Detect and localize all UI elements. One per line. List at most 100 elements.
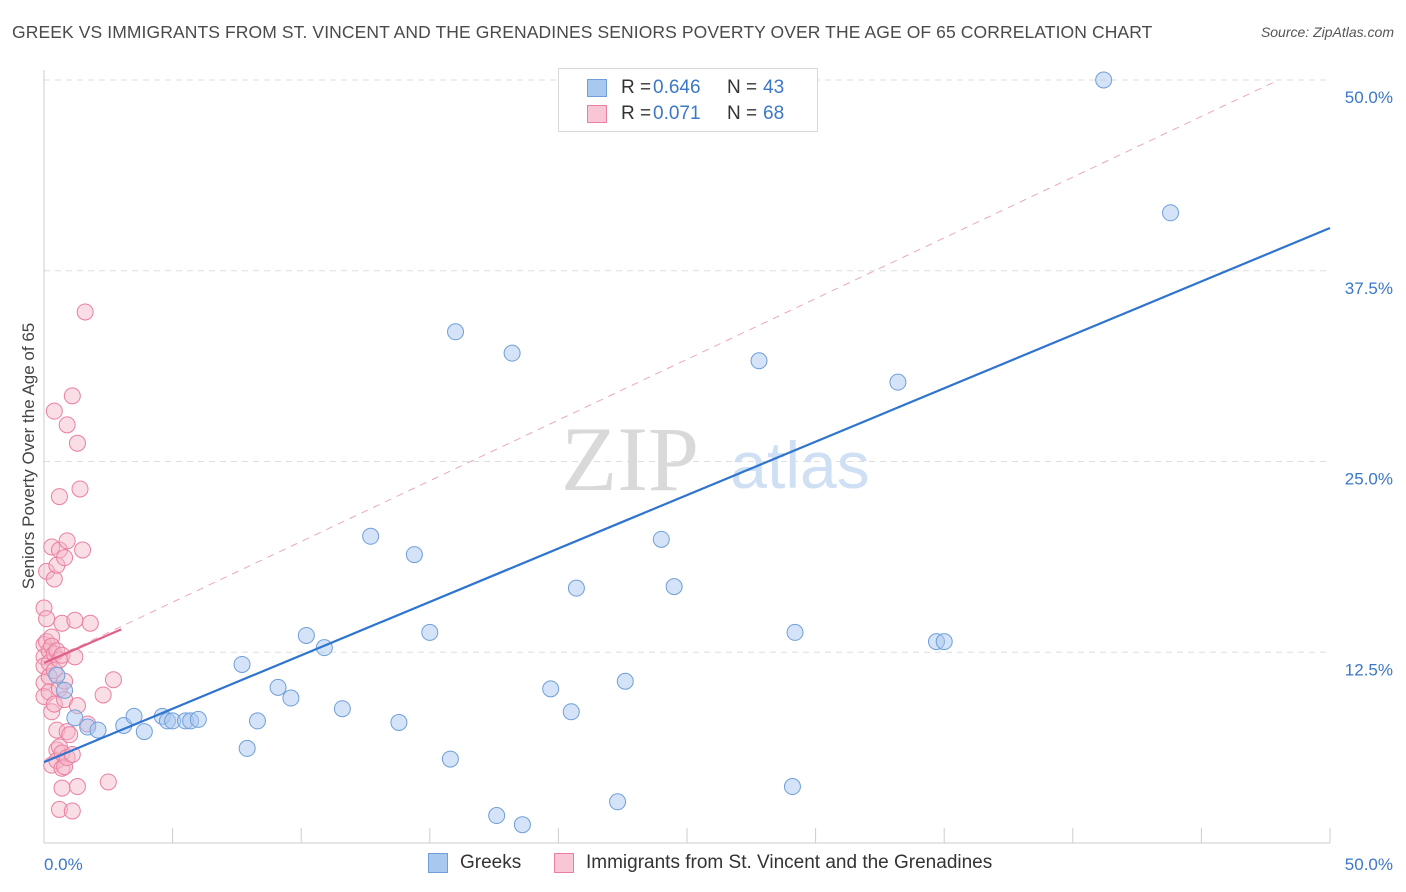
watermark-atlas: atlas xyxy=(730,428,869,502)
immigrants-point xyxy=(94,686,112,704)
immigrants-trend-line xyxy=(43,628,122,664)
legend-row-greeks: R = 0.646 N = 43 xyxy=(559,76,784,100)
greeks-point xyxy=(333,700,351,718)
greeks-point xyxy=(421,623,439,641)
x-tick-label: 0.0% xyxy=(44,855,83,874)
immigrants-point xyxy=(58,416,76,434)
immigrants-point xyxy=(56,549,74,567)
greeks-point xyxy=(282,689,300,707)
greeks-point xyxy=(238,739,256,757)
greeks-point xyxy=(297,626,315,644)
greeks-point xyxy=(48,666,66,684)
greeks-point xyxy=(135,723,153,741)
immigrants-point xyxy=(66,611,84,629)
greeks-point xyxy=(405,546,423,564)
y-axis-label: Seniors Poverty Over the Age of 65 xyxy=(19,323,38,589)
tick-labels: 12.5% 25.0% 37.5% 50.0% 0.0% 50.0% xyxy=(44,88,1393,874)
greeks-point xyxy=(233,655,251,673)
immigrants-point xyxy=(35,599,53,617)
greeks-point xyxy=(390,713,408,731)
greeks-point xyxy=(542,680,560,698)
greeks-point xyxy=(750,352,768,370)
legend-row-immigrants: R = 0.071 N = 68 xyxy=(559,102,784,126)
immigrants-point xyxy=(74,541,92,559)
trend-lines xyxy=(43,79,1279,664)
chart-source: Source: ZipAtlas.com xyxy=(1260,24,1394,40)
watermark: ZIP atlas xyxy=(561,408,870,510)
greeks-point xyxy=(488,807,506,825)
greeks-point xyxy=(89,721,107,739)
y-tick-label: 50.0% xyxy=(1345,88,1393,107)
legend-r-label: R = xyxy=(621,103,652,124)
greeks-point xyxy=(1162,204,1180,222)
greeks-point xyxy=(248,712,266,730)
immigrants-point xyxy=(58,532,76,550)
legend-swatch-greeks xyxy=(587,79,607,97)
greeks-point xyxy=(56,681,74,699)
greeks-point xyxy=(665,578,683,596)
legend-n-label: N = xyxy=(727,77,758,98)
greeks-trend-line xyxy=(43,227,1331,764)
immigrants-point xyxy=(45,570,63,588)
greeks-point xyxy=(616,672,634,690)
immigrants-point xyxy=(81,614,99,632)
legend-swatch-greeks xyxy=(428,853,448,873)
legend-item-immigrants: Immigrants from St. Vincent and the Gren… xyxy=(554,852,992,874)
legend-swatch-immigrants xyxy=(554,853,574,873)
watermark-zip: ZIP xyxy=(561,408,699,510)
legend-swatch-immigrants xyxy=(587,105,607,123)
greeks-point xyxy=(562,703,580,721)
immigrants-point xyxy=(38,610,56,628)
greeks-point xyxy=(503,344,521,362)
immigrants-point xyxy=(45,402,63,420)
correlation-legend: R = 0.646 N = 43 R = 0.071 N = 68 xyxy=(558,68,818,132)
greeks-point xyxy=(269,678,287,696)
series-legend: Greeks Immigrants from St. Vincent and t… xyxy=(0,852,1406,876)
greeks-point xyxy=(567,579,585,597)
y-tick-label: 12.5% xyxy=(1345,660,1393,679)
immigrants-point xyxy=(63,387,81,405)
greeks-point xyxy=(935,633,953,651)
immigrants-point xyxy=(50,800,68,818)
immigrants-point xyxy=(71,480,89,498)
greeks-point xyxy=(652,530,670,548)
immigrants-point xyxy=(53,614,71,632)
greeks-point xyxy=(889,373,907,391)
greeks-point xyxy=(609,793,627,811)
greeks-point xyxy=(66,709,84,727)
legend-r-value: 0.071 xyxy=(653,103,701,124)
immigrants-point xyxy=(45,695,63,713)
immigrants-point xyxy=(99,773,117,791)
greeks-point xyxy=(513,816,531,834)
legend-r-label: R = xyxy=(621,77,652,98)
legend-label-greeks: Greeks xyxy=(460,852,522,873)
immigrants-point xyxy=(68,434,86,452)
immigrants-point xyxy=(58,723,76,741)
y-tick-label: 37.5% xyxy=(1345,279,1393,298)
chart-title: GREEK VS IMMIGRANTS FROM ST. VINCENT AND… xyxy=(12,22,1153,42)
immigrants-point xyxy=(63,802,81,820)
immigrants-point xyxy=(53,759,71,777)
x-tick-label: 50.0% xyxy=(1345,855,1393,874)
immigrants-point xyxy=(50,488,68,506)
greeks-points xyxy=(48,71,1180,834)
legend-n-value: 68 xyxy=(763,103,785,124)
greeks-point xyxy=(441,750,459,768)
greeks-point xyxy=(362,527,380,545)
immigrants-point xyxy=(68,778,86,796)
legend-r-value: 0.646 xyxy=(653,77,701,98)
immigrants-trend-dashed xyxy=(43,79,1279,664)
immigrants-points xyxy=(35,303,122,820)
greeks-point xyxy=(786,623,804,641)
legend-n-label: N = xyxy=(727,103,758,124)
immigrants-point xyxy=(104,671,122,689)
greeks-point xyxy=(189,710,207,728)
greeks-point xyxy=(1095,71,1113,89)
greeks-point xyxy=(783,778,801,796)
legend-n-value: 43 xyxy=(763,77,785,98)
immigrants-point xyxy=(61,726,79,744)
grid-lines xyxy=(44,79,1330,653)
greeks-point xyxy=(447,323,465,341)
legend-item-greeks: Greeks xyxy=(428,852,521,874)
